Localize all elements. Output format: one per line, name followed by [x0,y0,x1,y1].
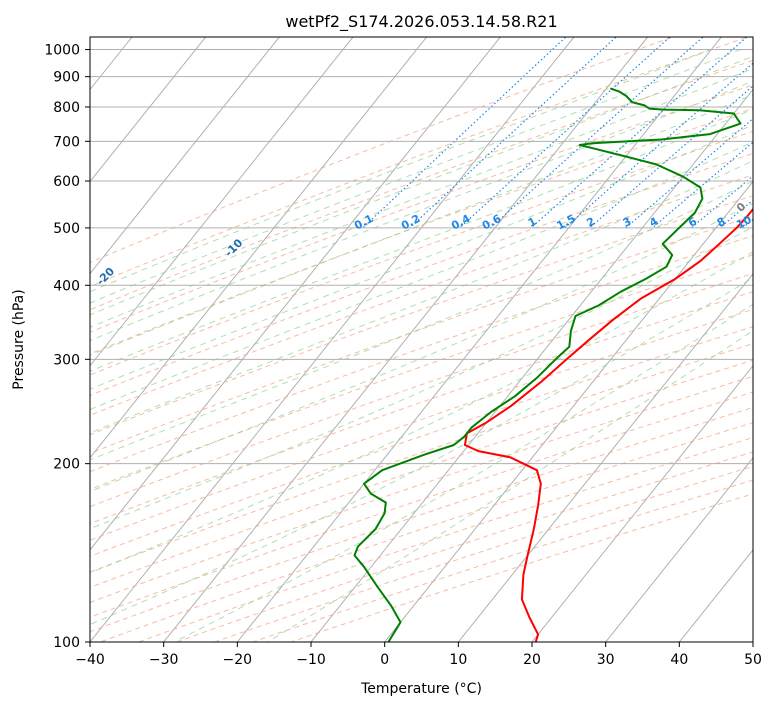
mixing-ratio-line [589,85,753,229]
mixing-ratio-line [530,37,748,229]
moist-adiabat-line [90,108,753,372]
dry-adiabat-line [90,343,753,573]
y-tick-label: 700 [53,134,80,150]
isotherm-line [90,37,575,642]
y-tick-label: 600 [53,174,80,190]
moist-adiabat-line [90,67,753,328]
y-tick-label: 500 [53,221,80,237]
moist-adiabat-line [90,49,712,293]
isotherm-line [163,37,649,642]
y-tick-label: 100 [53,635,80,651]
y-tick-label: 900 [53,70,80,86]
isotherm-line [90,37,428,459]
mixing-ratio-line [564,62,753,229]
dewpoint-profile [353,87,742,642]
dry-adiabat-line [90,84,753,333]
isotherm-line [605,457,753,642]
x-tick-label: 30 [597,652,615,668]
x-tick-label: 0 [380,652,389,668]
y-axis-label: Pressure (hPa) [11,289,27,389]
chart-title: wetPf2_S174.2026.053.14.58.R21 [285,12,557,32]
mixing-ratio-lines [362,37,753,229]
isotherm-line [384,180,753,642]
isotherm-line [310,88,753,642]
moist-adiabat-line [90,80,753,342]
isotherm-line [90,37,354,367]
isotherm-line [678,549,753,642]
x-tick-label: 50 [744,652,762,668]
y-tick-label: 1000 [44,43,80,59]
sounding-profiles [353,87,753,642]
dry-adiabat-line [90,174,753,416]
dry-adiabat-line [90,37,675,263]
x-tick-label: 20 [523,652,541,668]
moist-adiabat-line [90,160,753,434]
mixing-ratio-line [409,37,617,229]
x-axis-label: Temperature (°C) [360,681,482,697]
y-tick-label: 800 [53,100,80,116]
x-tick-label: 40 [670,652,688,668]
temperature-profile [463,207,753,642]
pressure-gridlines [90,49,753,642]
moist-adiabat-line [90,180,753,461]
y-tick-label: 300 [53,352,80,368]
moist-adiabat-line [267,330,753,642]
axes: −40 −30 −20 −10 0 10 20 30 40 50 100 200 300 400 500 60… [44,43,762,668]
x-tick-label: 10 [449,652,467,668]
moist-adiabat-line [90,55,753,316]
dry-adiabat-line [90,107,753,355]
isotherm-line [90,37,280,275]
isotherm-line [531,364,753,642]
isotherm-line [90,37,207,183]
moist-adiabat-line [90,49,741,304]
dry-adiabat-line [90,291,753,525]
isotherm-line [236,37,722,642]
y-tick-label: 200 [53,457,80,473]
y-tick-label: 400 [53,278,80,294]
x-tick-label: −20 [223,652,253,668]
plot-frame [89,36,754,643]
dry-adiabat-line [90,391,753,618]
isotherm-line [457,272,753,642]
x-tick-label: −10 [296,652,326,668]
moist-adiabat-line [90,124,753,390]
mixing-ratio-label: 10 [734,213,754,232]
x-tick-label: −40 [75,652,105,668]
moist-adiabat-line [90,94,753,356]
dry-adiabat-line [90,235,753,473]
x-tick-label: −30 [149,652,179,668]
